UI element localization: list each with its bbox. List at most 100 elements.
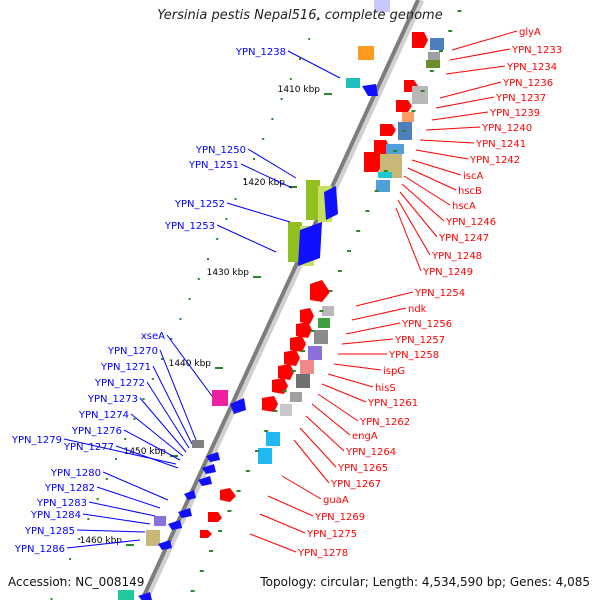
gene-label: YPN_1284 — [30, 510, 151, 525]
gene-name[interactable]: YPN_1261 — [367, 398, 418, 409]
gene-label: hisS — [327, 373, 396, 394]
gene-name[interactable]: YPN_1275 — [306, 529, 357, 540]
strand-dot — [142, 398, 145, 400]
gene-name[interactable]: hscA — [452, 201, 476, 212]
gene-name[interactable]: hisS — [375, 383, 396, 394]
strand-dot — [328, 290, 333, 292]
gene-name[interactable]: YPN_1241 — [475, 139, 526, 150]
strand-dot — [253, 158, 255, 160]
gene-name[interactable]: YPN_1273 — [87, 394, 138, 405]
gene-name[interactable]: YPN_1262 — [359, 417, 410, 428]
gene-name[interactable]: guaA — [323, 495, 349, 506]
gene-name[interactable]: YPN_1238 — [235, 47, 286, 58]
gene-name[interactable]: YPN_1271 — [100, 362, 151, 373]
gene-name[interactable]: YPN_1274 — [78, 410, 129, 421]
gene-name[interactable]: iscA — [463, 171, 483, 182]
gene-name[interactable]: YPN_1267 — [330, 479, 381, 490]
gene-label: YPN_1240 — [425, 123, 532, 134]
gene-name[interactable]: YPN_1250 — [195, 145, 246, 156]
gene-block — [280, 404, 292, 416]
gene-name[interactable]: YPN_1276 — [71, 426, 122, 437]
gene-name[interactable]: YPN_1277 — [63, 442, 114, 453]
strand-dot — [87, 518, 90, 520]
genome-summary: Topology: circular; Length: 4,534,590 bp… — [260, 575, 590, 589]
strand-dot — [199, 570, 204, 572]
strand-dot — [96, 498, 99, 500]
gene-name[interactable]: YPN_1284 — [30, 510, 81, 521]
gene-name[interactable]: YPN_1270 — [107, 346, 158, 357]
gene-label: YPN_1233 — [449, 45, 562, 61]
gene-name[interactable]: YPN_1246 — [445, 217, 496, 228]
gene-name[interactable]: YPN_1242 — [469, 155, 520, 166]
gene-name[interactable]: YPN_1236 — [502, 78, 553, 89]
gene-name[interactable]: YPN_1285 — [24, 526, 75, 537]
gene-arrow — [198, 476, 212, 486]
strand-dot — [207, 258, 209, 260]
gene-label: YPN_1271 — [100, 362, 193, 445]
gene-leader-line — [96, 486, 161, 509]
gene-leader-line — [351, 307, 407, 321]
gene-label: YPN_1275 — [259, 513, 357, 540]
strand-dot — [197, 278, 200, 280]
gene-label: YPN_1256 — [345, 319, 452, 335]
gene-label: YPN_1251 — [188, 160, 293, 189]
gene-arrow — [138, 592, 152, 600]
gene-label: YPN_1241 — [419, 139, 526, 150]
strand-dot — [308, 38, 311, 40]
kbp-tick-label: 1460 kbp — [80, 536, 123, 546]
gene-name[interactable]: xseA — [141, 331, 165, 342]
gene-name[interactable]: ispG — [383, 366, 405, 377]
gene-arrow — [324, 186, 338, 220]
gene-arrow — [284, 350, 300, 366]
gene-name[interactable]: YPN_1251 — [188, 160, 239, 171]
gene-name[interactable]: YPN_1278 — [297, 548, 348, 559]
gene-name[interactable]: YPN_1258 — [388, 350, 439, 361]
gene-name[interactable]: YPN_1282 — [44, 483, 95, 494]
gene-name[interactable]: YPN_1279 — [11, 435, 62, 446]
gene-name[interactable]: engA — [352, 431, 378, 442]
gene-leader-line — [267, 495, 314, 517]
strand-dot — [289, 78, 292, 80]
gene-name[interactable]: YPN_1286 — [14, 544, 65, 555]
gene-name[interactable]: YPN_1249 — [422, 267, 473, 278]
gene-name[interactable]: YPN_1283 — [36, 498, 87, 509]
gene-leader-line — [449, 48, 511, 61]
strand-dot — [243, 178, 246, 180]
gene-name[interactable]: YPN_1254 — [414, 288, 465, 299]
gene-leader-line — [431, 111, 489, 121]
gene-label: iscA — [411, 159, 483, 182]
gene-name[interactable]: YPN_1257 — [394, 335, 445, 346]
gene-name[interactable]: YPN_1256 — [401, 319, 452, 330]
gene-name[interactable]: ndk — [408, 304, 427, 315]
gene-name[interactable]: YPN_1234 — [506, 62, 557, 73]
gene-name[interactable]: hscB — [458, 186, 482, 197]
gene-name[interactable]: YPN_1233 — [511, 45, 562, 56]
gene-leader-line — [63, 438, 177, 465]
gene-block — [346, 78, 360, 88]
gene-name[interactable]: glyA — [519, 27, 541, 38]
gene-name[interactable]: YPN_1253 — [164, 221, 215, 232]
gene-name[interactable]: YPN_1239 — [489, 108, 540, 119]
strand-dot — [374, 190, 379, 192]
gene-name[interactable]: YPN_1248 — [431, 251, 482, 262]
strand-dot — [310, 330, 315, 332]
gene-name[interactable]: YPN_1280 — [50, 468, 101, 479]
strand-dot — [282, 390, 287, 392]
gene-name[interactable]: YPN_1247 — [438, 233, 489, 244]
gene-name[interactable]: YPN_1272 — [94, 378, 145, 389]
gene-label: YPN_1264 — [305, 415, 396, 458]
gene-label: YPN_1274 — [78, 410, 184, 457]
gene-name[interactable]: YPN_1269 — [314, 512, 365, 523]
gene-label: YPN_1234 — [445, 62, 557, 75]
gene-name[interactable]: YPN_1237 — [495, 93, 546, 104]
gene-name[interactable]: YPN_1252 — [174, 199, 225, 210]
gene-block — [290, 392, 302, 402]
strand-dot — [273, 410, 278, 412]
gene-label: YPN_1248 — [397, 199, 482, 262]
gene-label: YPN_1279 — [11, 435, 177, 465]
gene-name[interactable]: YPN_1265 — [337, 463, 388, 474]
gene-leader-line — [76, 529, 146, 533]
gene-name[interactable]: YPN_1264 — [345, 447, 396, 458]
kbp-tick: 1430 kbp — [207, 268, 261, 278]
gene-name[interactable]: YPN_1240 — [481, 123, 532, 134]
